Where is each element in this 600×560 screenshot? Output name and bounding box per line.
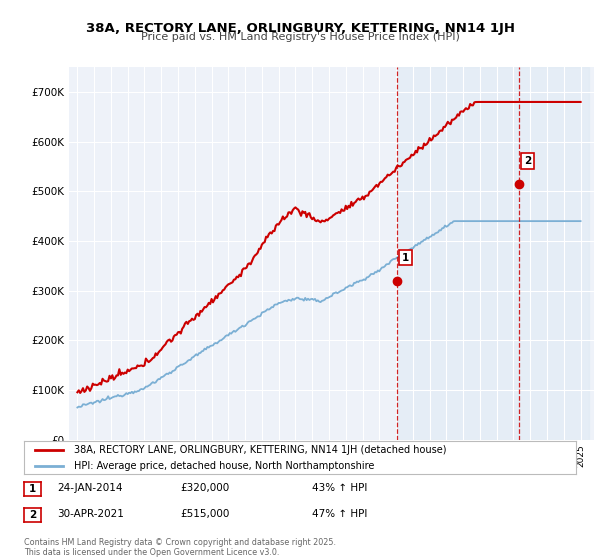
Text: 43% ↑ HPI: 43% ↑ HPI xyxy=(312,483,367,493)
Text: Contains HM Land Registry data © Crown copyright and database right 2025.
This d: Contains HM Land Registry data © Crown c… xyxy=(24,538,336,557)
Text: HPI: Average price, detached house, North Northamptonshire: HPI: Average price, detached house, Nort… xyxy=(74,461,374,470)
Text: Price paid vs. HM Land Registry's House Price Index (HPI): Price paid vs. HM Land Registry's House … xyxy=(140,32,460,43)
Text: 2: 2 xyxy=(29,510,36,520)
Text: 30-APR-2021: 30-APR-2021 xyxy=(57,509,124,519)
Text: 2: 2 xyxy=(524,156,532,166)
Bar xyxy=(397,67,589,440)
Text: £320,000: £320,000 xyxy=(180,483,229,493)
Text: 1: 1 xyxy=(29,484,36,494)
Text: 24-JAN-2014: 24-JAN-2014 xyxy=(57,483,122,493)
Text: 38A, RECTORY LANE, ORLINGBURY, KETTERING, NN14 1JH (detached house): 38A, RECTORY LANE, ORLINGBURY, KETTERING… xyxy=(74,445,446,455)
Text: 1: 1 xyxy=(402,253,409,263)
Text: £515,000: £515,000 xyxy=(180,509,229,519)
Text: 47% ↑ HPI: 47% ↑ HPI xyxy=(312,509,367,519)
Text: 38A, RECTORY LANE, ORLINGBURY, KETTERING, NN14 1JH: 38A, RECTORY LANE, ORLINGBURY, KETTERING… xyxy=(86,22,515,35)
